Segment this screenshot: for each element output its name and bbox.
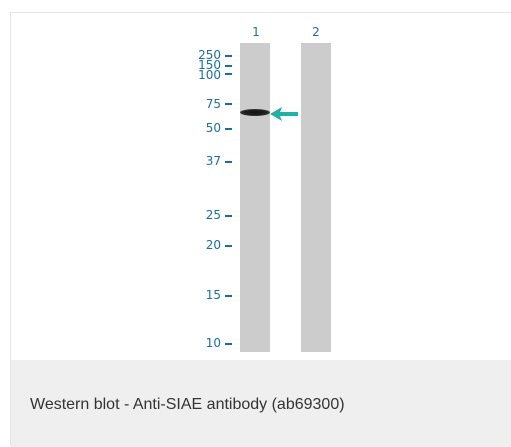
marker-tick-10: [225, 343, 232, 345]
marker-tick-50: [225, 128, 232, 130]
marker-label-50: 50: [205, 121, 221, 135]
marker-tick-25: [225, 215, 232, 217]
protein-band: [240, 109, 270, 116]
marker-label-250: 250: [198, 48, 221, 62]
marker-tick-20: [225, 245, 232, 247]
lane-2: [301, 43, 331, 352]
image-card: 1 2 250 150 100 75 50 37 25 20 15 10: [10, 12, 511, 447]
marker-label-150: 150: [198, 58, 221, 72]
marker-tick-150: [225, 65, 232, 67]
marker-label-75: 75: [205, 97, 221, 111]
marker-tick-15: [225, 295, 232, 297]
marker-tick-75: [225, 103, 232, 105]
marker-label-25: 25: [205, 208, 221, 222]
lane-label-2: 2: [312, 25, 320, 39]
marker-label-20: 20: [205, 238, 221, 252]
lane-label-1: 1: [252, 25, 260, 39]
marker-label-37: 37: [205, 154, 221, 168]
marker-label-15: 15: [205, 288, 221, 302]
arrow-left-icon: [270, 107, 298, 121]
caption-area: Western blot - Anti-SIAE antibody (ab693…: [11, 360, 511, 447]
marker-tick-37: [225, 161, 232, 163]
marker-tick-250: [225, 55, 232, 57]
western-blot-figure: 1 2 250 150 100 75 50 37 25 20 15 10: [11, 13, 511, 360]
lane-1: [240, 43, 270, 352]
figure-caption: Western blot - Anti-SIAE antibody (ab693…: [30, 396, 345, 413]
marker-tick-100: [225, 73, 232, 75]
marker-label-10: 10: [205, 336, 221, 350]
marker-label-100: 100: [198, 68, 221, 82]
